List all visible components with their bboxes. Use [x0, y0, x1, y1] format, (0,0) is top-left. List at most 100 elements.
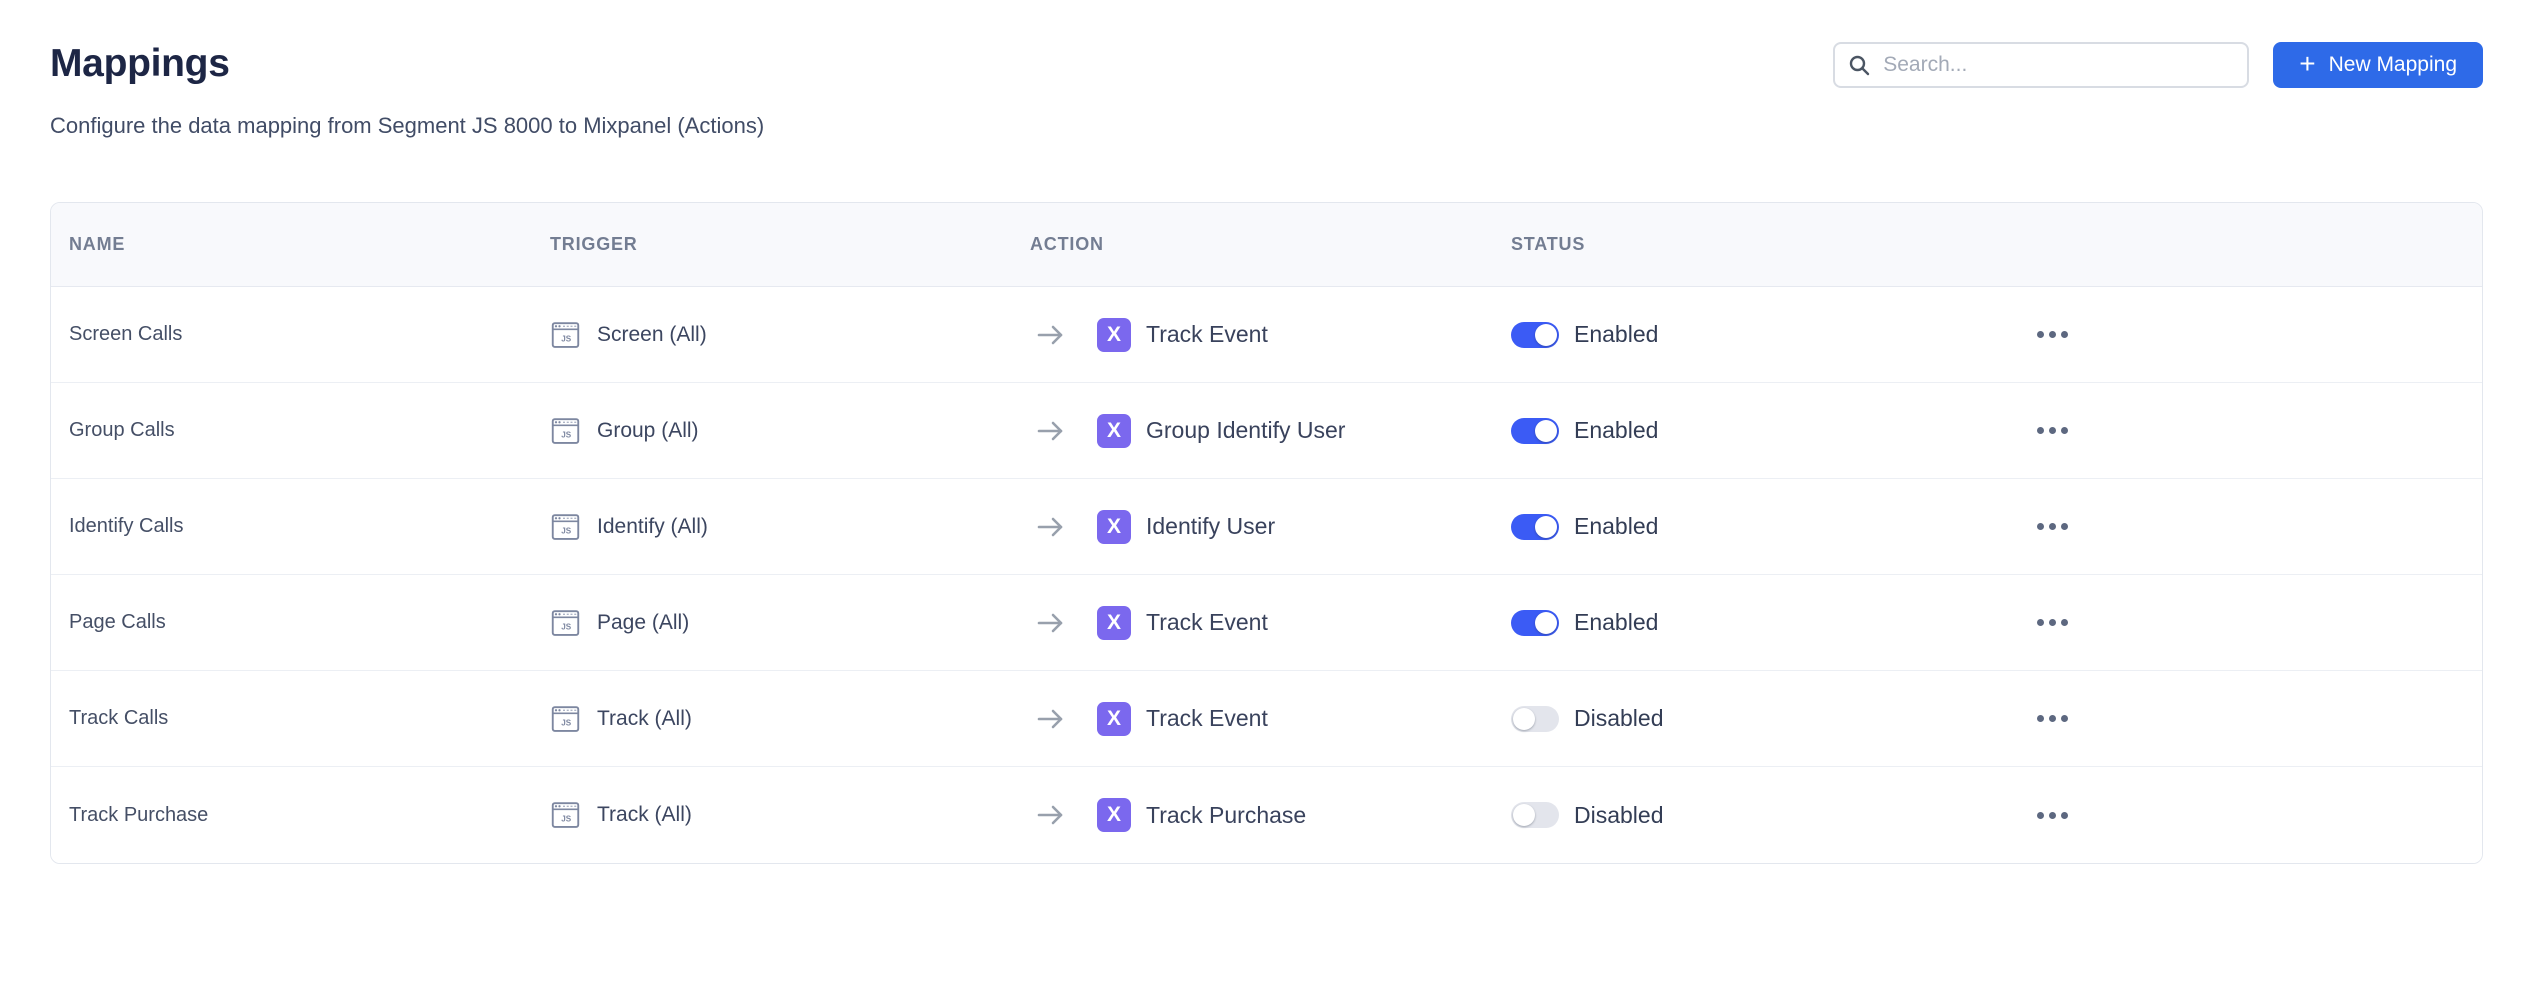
status-toggle[interactable]: [1511, 513, 1559, 540]
mapping-name: Screen Calls: [69, 323, 183, 345]
action-label: Track Purchase: [1146, 801, 1307, 828]
arrow-right-icon: [1037, 709, 1063, 728]
heading-block: Mappings Configure the data mapping from…: [50, 42, 764, 139]
status-label: Disabled: [1574, 705, 1664, 731]
row-menu-button[interactable]: [2031, 513, 2074, 540]
row-menu-cell: [2013, 513, 2482, 540]
mixpanel-icon: X: [1097, 701, 1131, 736]
js-source-icon: JS: [550, 320, 581, 350]
row-menu-button[interactable]: [2031, 802, 2074, 829]
column-header-trigger: TRIGGER: [550, 234, 638, 254]
mixpanel-icon: X: [1097, 605, 1131, 640]
mapping-trigger-cell: JS Page (All): [532, 608, 1012, 638]
mappings-table: NAME TRIGGER ACTION STATUS Screen Calls …: [50, 202, 2483, 864]
action-label: Track Event: [1146, 705, 1268, 731]
svg-text:JS: JS: [561, 718, 572, 727]
toggle-knob: [1535, 515, 1557, 538]
action-label: Track Event: [1146, 609, 1268, 635]
row-menu-cell: [2013, 802, 2482, 829]
row-menu-cell: [2013, 417, 2482, 444]
status-label: Enabled: [1574, 513, 1659, 539]
mapping-action-cell: X Track Purchase: [1012, 798, 1493, 832]
mapping-action-cell: X Track Event: [1012, 317, 1493, 352]
mapping-trigger-cell: JS Screen (All): [532, 320, 1012, 350]
arrow-right-icon: [1037, 805, 1063, 825]
mapping-status-cell: Enabled: [1493, 417, 2013, 444]
row-menu-button[interactable]: [2031, 609, 2074, 636]
action-label: Group Identify User: [1146, 417, 1346, 443]
status-label: Enabled: [1574, 417, 1659, 443]
status-label: Enabled: [1574, 609, 1659, 635]
mixpanel-icon: X: [1097, 413, 1131, 448]
mapping-action-cell: X Identify User: [1012, 509, 1493, 544]
mapping-action-cell: X Track Event: [1012, 605, 1493, 640]
mapping-action-cell: X Track Event: [1012, 701, 1493, 736]
table-row: Group Calls JS Group (All) X Group Ident…: [51, 383, 2482, 479]
row-menu-button[interactable]: [2031, 705, 2074, 732]
status-toggle[interactable]: [1511, 705, 1559, 732]
table-row: Track Purchase JS Track (All) X Track Pu…: [51, 767, 2482, 863]
toggle-knob: [1535, 611, 1557, 634]
mapping-status-cell: Enabled: [1493, 321, 2013, 348]
mapping-name: Track Purchase: [69, 803, 209, 826]
arrow-right-icon: [1037, 517, 1063, 536]
arrow-right-icon: [1037, 613, 1063, 632]
status-toggle[interactable]: [1511, 417, 1559, 444]
mapping-status-cell: Enabled: [1493, 609, 2013, 636]
js-source-icon: JS: [550, 800, 581, 830]
action-label: Identify User: [1146, 513, 1276, 539]
mapping-status-cell: Disabled: [1493, 802, 2013, 829]
mapping-status-cell: Disabled: [1493, 705, 2013, 732]
arrow-right-icon: [1037, 325, 1063, 344]
trigger-label: Track (All): [597, 706, 692, 730]
mapping-trigger-cell: JS Identify (All): [532, 512, 1012, 542]
mixpanel-icon: X: [1097, 317, 1131, 352]
js-source-icon: JS: [550, 608, 581, 638]
new-mapping-label: New Mapping: [2328, 53, 2457, 76]
ellipsis-icon: [2037, 715, 2044, 722]
action-label: Track Event: [1146, 321, 1268, 347]
mapping-name: Track Calls: [69, 707, 169, 729]
mapping-trigger-cell: JS Track (All): [532, 800, 1012, 830]
column-header-name: NAME: [69, 234, 126, 254]
toggle-knob: [1513, 707, 1535, 730]
arrow-right-icon: [1037, 421, 1063, 440]
table-row: Page Calls JS Page (All) X Track Event: [51, 575, 2482, 671]
trigger-label: Identify (All): [597, 514, 708, 538]
row-menu-button[interactable]: [2031, 417, 2074, 444]
js-source-icon: JS: [550, 704, 581, 734]
trigger-label: Track (All): [597, 803, 692, 826]
header-actions: + New Mapping: [1833, 42, 2483, 88]
status-toggle[interactable]: [1511, 321, 1559, 348]
ellipsis-icon: [2037, 523, 2044, 530]
mapping-trigger-cell: JS Track (All): [532, 704, 1012, 734]
mixpanel-icon: X: [1097, 798, 1131, 832]
js-source-icon: JS: [550, 416, 581, 446]
trigger-label: Screen (All): [597, 322, 707, 346]
new-mapping-button[interactable]: + New Mapping: [2273, 42, 2483, 88]
table-body: Screen Calls JS Screen (All) X Track Eve…: [51, 287, 2482, 863]
status-toggle[interactable]: [1511, 609, 1559, 636]
row-menu-cell: [2013, 609, 2482, 636]
plus-icon: +: [2299, 47, 2316, 79]
row-menu-cell: [2013, 321, 2482, 348]
toggle-knob: [1535, 419, 1557, 442]
search-icon: [1850, 55, 1870, 76]
page-header: Mappings Configure the data mapping from…: [50, 42, 2483, 139]
svg-text:JS: JS: [561, 430, 572, 439]
row-menu-cell: [2013, 705, 2482, 732]
mapping-name: Group Calls: [69, 419, 175, 441]
svg-text:JS: JS: [561, 526, 572, 535]
row-menu-button[interactable]: [2031, 321, 2074, 348]
mapping-action-cell: X Group Identify User: [1012, 413, 1493, 448]
page-subtitle: Configure the data mapping from Segment …: [50, 113, 765, 138]
status-label: Disabled: [1574, 801, 1664, 828]
search-input[interactable]: [1833, 42, 2250, 88]
status-toggle[interactable]: [1511, 802, 1559, 828]
ellipsis-icon: [2037, 619, 2044, 626]
column-header-status: STATUS: [1511, 234, 1586, 254]
status-label: Enabled: [1574, 321, 1659, 347]
column-header-action: ACTION: [1030, 234, 1104, 254]
ellipsis-icon: [2037, 427, 2044, 434]
